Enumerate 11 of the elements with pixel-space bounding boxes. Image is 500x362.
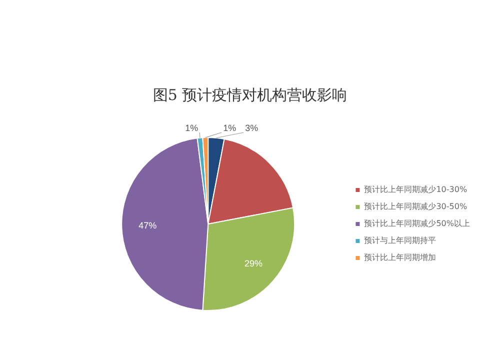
chart-title: 图5 预计疫情对机构营收影响 — [152, 86, 348, 105]
data-label: 3% — [245, 122, 258, 133]
legend-label: 预计与上年同期持平 — [364, 236, 436, 246]
legend-label: 预计比上年同期减少10-30% — [364, 185, 468, 194]
legend-label: 预计比上年同期减少50%以上 — [364, 219, 470, 228]
legend-label: 预计比上年同期增加 — [364, 253, 436, 262]
data-label: 29% — [244, 258, 263, 269]
legend-label: 预计比上年同期减少30-50% — [364, 202, 468, 212]
data-label: 1% — [223, 122, 236, 133]
data-label: 47% — [138, 220, 157, 230]
data-label: 1% — [185, 122, 198, 133]
